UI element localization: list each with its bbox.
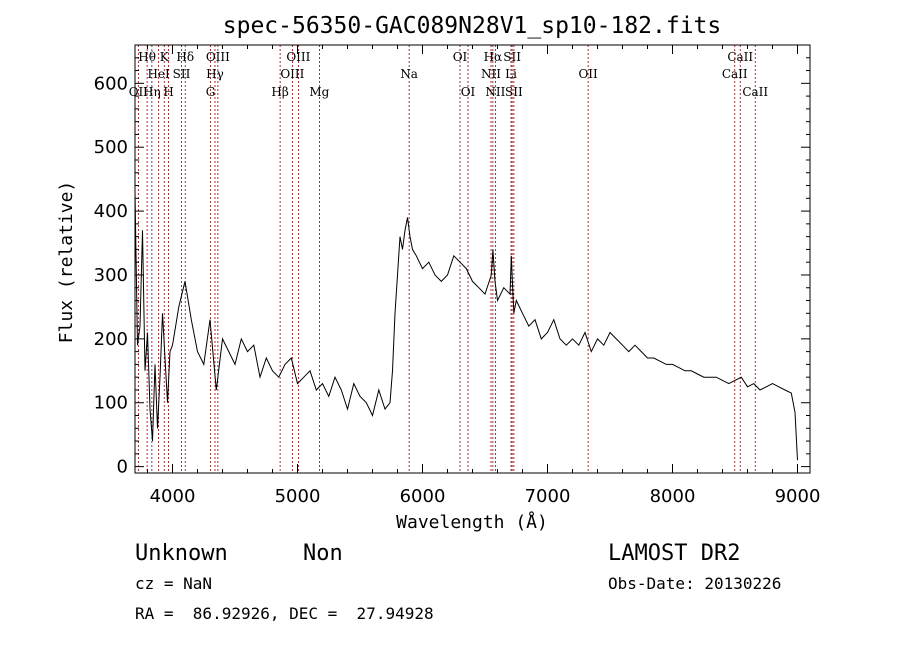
y-tick-label-6: 600 [94,73,128,94]
x-tick-label-0: 4000 [150,486,196,507]
marker-label-14: Mg [309,85,329,99]
marker-label-13: Hβ [271,85,288,99]
x-tick-label-1: 5000 [275,486,321,507]
redshift-readout: cz = NaN [135,574,212,593]
marker-label-11: OIII [286,50,310,64]
survey-name: LAMOST DR2 [608,541,740,566]
marker-label-6: H [163,85,173,99]
object-class: Unknown [135,541,228,566]
marker-label-4: Hη [143,85,161,99]
plot-frame [134,44,811,474]
marker-label-10: G [206,85,216,99]
y-tick-label-1: 100 [94,393,128,414]
marker-label-1: OII [129,85,149,99]
y-tick-label-2: 200 [94,329,128,350]
x-tick-label-4: 8000 [650,486,696,507]
marker-label-3: K [160,50,170,64]
x-axis-ticks: 4000 5000 6000 7000 8000 9000 [147,45,821,507]
object-subclass: Non [303,541,343,566]
marker-label-19: SII [503,50,521,64]
x-tick-label-2: 6000 [400,486,446,507]
marker-label-7: Hδ [176,50,194,64]
marker-label-0: Hθ [138,50,156,64]
marker-label-26: CaII [722,67,748,81]
marker-label-18: Hα [484,50,503,64]
marker-label-25: CaII [727,50,753,64]
marker-label-5: SII [173,67,191,81]
marker-label-23: SII [505,85,523,99]
marker-label-16: OI [453,50,468,64]
marker-label-21: Li [505,67,517,81]
marker-label-9: Hγ [206,67,224,81]
marker-label-27: CaII [742,85,768,99]
x-tick-label-5: 9000 [775,486,821,507]
y-tick-label-4: 400 [94,201,128,222]
coordinates-readout: RA = 86.92926, DEC = 27.94928 [135,604,434,623]
chart-title: spec-56350-GAC089N28V1_sp10-182.fits [223,13,722,39]
marker-label-22: NII [485,85,505,99]
spectral-line-markers [137,45,756,473]
marker-label-20: NII [481,67,501,81]
spectrum-line [134,191,798,461]
marker-label-2: HeI [147,67,170,81]
marker-label-24: OII [578,67,598,81]
x-axis-label: Wavelength (Å) [396,511,548,533]
observation-date: Obs-Date: 20130226 [608,574,781,593]
marker-label-15: Na [400,67,418,81]
marker-label-17: OI [461,85,476,99]
y-axis-label: Flux (relative) [56,181,77,344]
y-axis-ticks: 0 100 200 300 400 500 600 [94,57,810,478]
y-tick-label-0: 0 [117,457,128,478]
marker-label-12: OIII [280,67,304,81]
marker-label-8: OIII [206,50,230,64]
y-tick-label-3: 300 [94,265,128,286]
y-tick-label-5: 500 [94,137,128,158]
x-tick-label-3: 7000 [525,486,571,507]
